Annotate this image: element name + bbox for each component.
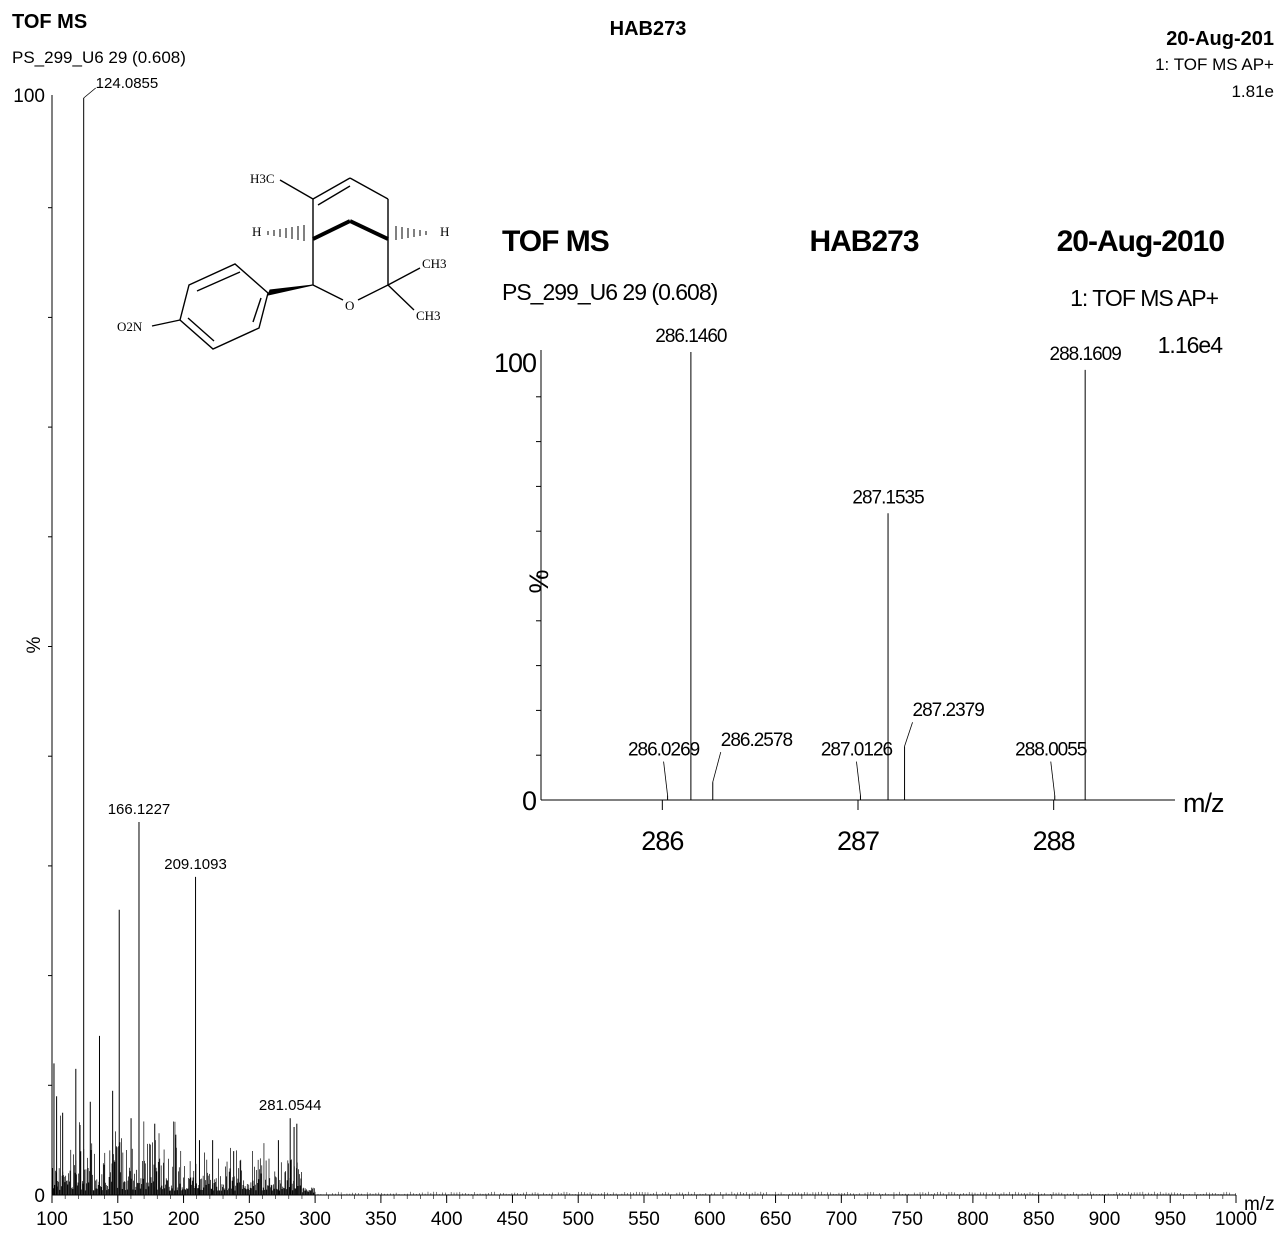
main-peaks: 124.0855 166.1227 209.1093 281.0544 bbox=[53, 75, 322, 1195]
main-x-tick-label: 1000 bbox=[1215, 1209, 1257, 1230]
inset-title: TOF MS bbox=[502, 225, 609, 258]
main-x-tick-label: 850 bbox=[1023, 1209, 1055, 1230]
main-mode: 1: TOF MS AP+ bbox=[1155, 55, 1274, 74]
main-peak-label: 124.0855 bbox=[96, 75, 159, 92]
inset-peak-label: 286.1460 bbox=[655, 326, 727, 347]
svg-text:H: H bbox=[440, 224, 449, 239]
inset-peak-leader bbox=[904, 722, 913, 747]
main-x-tick-label: 150 bbox=[102, 1209, 134, 1230]
inset-y-tick-100: 100 bbox=[494, 348, 536, 378]
main-sample-name: HAB273 bbox=[610, 18, 687, 40]
main-date: 20-Aug-201 bbox=[1166, 28, 1274, 50]
main-x-tick-label: 700 bbox=[825, 1209, 857, 1230]
main-x-tick-label: 350 bbox=[365, 1209, 397, 1230]
inset-peak-label: 288.1609 bbox=[1050, 344, 1122, 365]
inset-y-tick-0: 0 bbox=[522, 786, 536, 816]
main-x-tick-label: 600 bbox=[694, 1209, 726, 1230]
inset-mode: 1: TOF MS AP+ bbox=[1070, 285, 1218, 311]
chemical-structure bbox=[151, 177, 427, 350]
main-y-label: % bbox=[24, 636, 45, 653]
inset-y-label: % bbox=[524, 570, 554, 594]
main-subtitle: PS_299_U6 29 (0.608) bbox=[12, 48, 186, 67]
inset-peak-label: 288.0055 bbox=[1015, 740, 1087, 761]
main-x-tick-label: 750 bbox=[891, 1209, 923, 1230]
main-peak-label: 281.0544 bbox=[259, 1097, 322, 1114]
main-peak-label: 209.1093 bbox=[164, 856, 227, 873]
inset-x-label: m/z bbox=[1183, 788, 1224, 818]
main-y-tick-100: 100 bbox=[13, 86, 45, 107]
main-peak-leader bbox=[83, 87, 96, 99]
main-x-tick-label: 550 bbox=[628, 1209, 660, 1230]
main-x-tick-label: 400 bbox=[431, 1209, 463, 1230]
main-x-tick-label: 100 bbox=[36, 1209, 68, 1230]
inset-x-tick-label: 287 bbox=[837, 826, 879, 856]
inset-peak-label: 286.0269 bbox=[628, 740, 700, 761]
main-x-tick-label: 200 bbox=[168, 1209, 200, 1230]
inset-date: 20-Aug-2010 bbox=[1057, 225, 1225, 258]
svg-text:O2N: O2N bbox=[117, 319, 143, 334]
inset-x-tick-label: 286 bbox=[641, 826, 683, 856]
main-x-tick-label: 450 bbox=[497, 1209, 529, 1230]
inset-peak-leader bbox=[856, 761, 861, 796]
main-x-tick-label: 650 bbox=[760, 1209, 792, 1230]
inset-intensity: 1.16e4 bbox=[1158, 332, 1224, 358]
inset-peak-leader bbox=[663, 761, 668, 796]
main-x-tick-label: 950 bbox=[1154, 1209, 1186, 1230]
svg-text:CH3: CH3 bbox=[422, 256, 447, 271]
main-peak-label: 166.1227 bbox=[108, 801, 171, 818]
main-x-tick-label: 900 bbox=[1089, 1209, 1121, 1230]
inset-sample-name: HAB273 bbox=[809, 225, 918, 258]
main-x-tick-label: 250 bbox=[233, 1209, 265, 1230]
inset-x-ticks: 286 287 288 bbox=[536, 396, 1076, 856]
main-title: TOF MS bbox=[12, 11, 87, 33]
main-x-tick-label: 500 bbox=[562, 1209, 594, 1230]
svg-text:CH3: CH3 bbox=[416, 308, 441, 323]
main-y-tick-0: 0 bbox=[34, 1186, 45, 1207]
inset-peak-label: 286.2578 bbox=[721, 730, 793, 751]
inset-subtitle: PS_299_U6 29 (0.608) bbox=[502, 279, 718, 305]
main-x-tick-label: 300 bbox=[299, 1209, 331, 1230]
inset-peaks: 286.1460 288.1609 287.1535 287.2379 286.2578… bbox=[628, 326, 1122, 800]
inset-peak-leader bbox=[712, 751, 722, 783]
main-noise-peaks bbox=[52, 1115, 1236, 1195]
svg-text:O: O bbox=[345, 298, 354, 313]
inset-peak-leader bbox=[1050, 761, 1056, 796]
main-x-ticks: 100 150 200 250 300 350 400 450 500 550 600 650 700 7… bbox=[36, 207, 1257, 1230]
main-x-tick-label: 800 bbox=[957, 1209, 989, 1230]
svg-text:H3C: H3C bbox=[250, 171, 275, 186]
inset-peak-label: 287.1535 bbox=[852, 487, 924, 508]
svg-text:H: H bbox=[252, 224, 261, 239]
chemical-structure-labels: H3C H H CH3 CH3 O O2N bbox=[117, 171, 449, 334]
main-intensity: 1.81e bbox=[1231, 82, 1274, 101]
main-x-label: m/z bbox=[1244, 1194, 1274, 1215]
inset-peak-label: 287.0126 bbox=[821, 740, 893, 761]
inset-peak-label: 287.2379 bbox=[913, 700, 985, 721]
inset-x-tick-label: 288 bbox=[1033, 826, 1075, 856]
